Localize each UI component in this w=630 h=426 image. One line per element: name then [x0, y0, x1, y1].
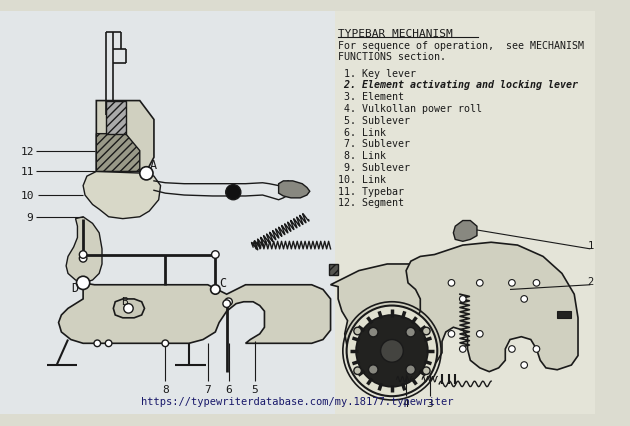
Bar	[335, 12, 595, 414]
Text: 2: 2	[587, 276, 593, 286]
Circle shape	[346, 306, 437, 396]
Circle shape	[508, 280, 515, 287]
Text: 4. Vulkollan power roll: 4. Vulkollan power roll	[338, 104, 482, 114]
Text: 5: 5	[251, 384, 258, 394]
Circle shape	[448, 280, 455, 287]
Polygon shape	[329, 265, 338, 276]
Circle shape	[508, 346, 515, 352]
Polygon shape	[66, 217, 102, 283]
Circle shape	[105, 340, 112, 347]
Polygon shape	[83, 172, 161, 219]
Text: 3: 3	[427, 398, 433, 408]
Circle shape	[533, 280, 540, 287]
Text: 10. Link: 10. Link	[338, 174, 386, 184]
Circle shape	[521, 296, 527, 302]
Circle shape	[226, 185, 241, 200]
Circle shape	[76, 276, 89, 290]
Polygon shape	[59, 283, 331, 343]
Text: 9. Sublever: 9. Sublever	[338, 163, 410, 173]
Text: TYPEBAR MECHANISM: TYPEBAR MECHANISM	[338, 29, 453, 39]
Text: 9: 9	[26, 212, 33, 222]
Text: 8. Link: 8. Link	[338, 151, 386, 161]
Text: B: B	[122, 296, 128, 306]
Circle shape	[406, 328, 415, 337]
Circle shape	[423, 367, 430, 374]
Circle shape	[476, 280, 483, 287]
Bar	[0, 12, 335, 414]
Circle shape	[521, 362, 527, 368]
Circle shape	[79, 255, 87, 262]
Polygon shape	[278, 181, 310, 199]
Text: 2. Element activating and locking lever: 2. Element activating and locking lever	[338, 80, 578, 90]
Circle shape	[423, 328, 430, 335]
Circle shape	[140, 167, 153, 181]
Text: 6: 6	[225, 384, 232, 394]
Text: 7: 7	[204, 384, 211, 394]
Text: 4: 4	[403, 398, 410, 408]
Circle shape	[354, 328, 362, 335]
Text: 12. Segment: 12. Segment	[338, 198, 404, 208]
Circle shape	[533, 346, 540, 352]
Polygon shape	[96, 134, 140, 172]
Circle shape	[369, 365, 378, 374]
Text: 12: 12	[21, 146, 34, 156]
Text: D: D	[71, 282, 78, 294]
Polygon shape	[113, 299, 144, 318]
Text: 1. Key lever: 1. Key lever	[338, 68, 416, 78]
Circle shape	[223, 300, 231, 308]
Text: FUNCTIONS section.: FUNCTIONS section.	[338, 52, 446, 61]
Text: 8: 8	[162, 384, 169, 394]
Circle shape	[459, 296, 466, 302]
Circle shape	[381, 340, 403, 363]
Polygon shape	[106, 101, 125, 134]
Circle shape	[406, 365, 415, 374]
Text: 10: 10	[21, 190, 34, 201]
Circle shape	[354, 367, 362, 374]
Polygon shape	[96, 101, 154, 172]
Polygon shape	[406, 243, 578, 372]
Polygon shape	[454, 221, 477, 242]
Text: For sequence of operation,  see MECHANISM: For sequence of operation, see MECHANISM	[338, 41, 584, 51]
Circle shape	[356, 315, 428, 387]
Circle shape	[94, 340, 101, 347]
Circle shape	[79, 251, 87, 259]
Circle shape	[212, 251, 219, 259]
Circle shape	[369, 328, 378, 337]
Text: 11. Typebar: 11. Typebar	[338, 186, 404, 196]
Circle shape	[123, 304, 133, 314]
Polygon shape	[331, 265, 449, 377]
Text: C: C	[219, 277, 226, 290]
Text: https://typewriterdatabase.com/my.18177.typewriter: https://typewriterdatabase.com/my.18177.…	[141, 396, 454, 406]
Text: 6. Link: 6. Link	[338, 127, 386, 137]
Circle shape	[210, 285, 220, 294]
Text: 1: 1	[587, 241, 593, 250]
Bar	[558, 311, 571, 318]
Text: A: A	[150, 159, 158, 172]
Text: 3. Element: 3. Element	[338, 92, 404, 102]
Circle shape	[225, 298, 232, 306]
Circle shape	[459, 346, 466, 352]
Circle shape	[476, 331, 483, 337]
Text: 5. Sublever: 5. Sublever	[338, 115, 410, 125]
Text: 7. Sublever: 7. Sublever	[338, 139, 410, 149]
Circle shape	[448, 331, 455, 337]
Circle shape	[162, 340, 169, 347]
Text: 11: 11	[21, 167, 34, 177]
